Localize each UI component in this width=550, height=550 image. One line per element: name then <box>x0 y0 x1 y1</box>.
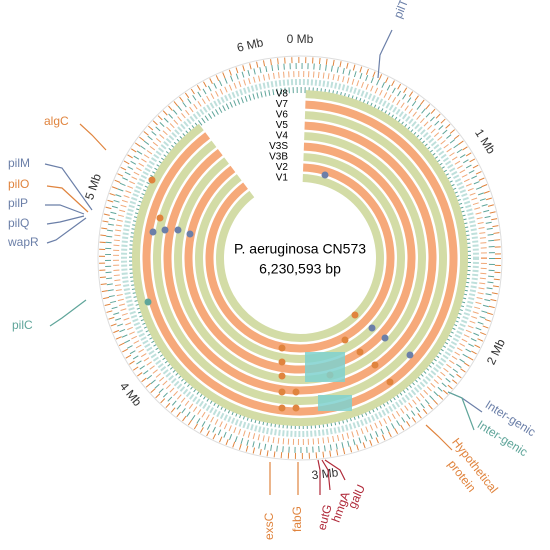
gene-label: pilO <box>8 177 29 191</box>
track <box>121 79 479 437</box>
gene-label: pilM <box>8 156 30 170</box>
gene-label: galU <box>345 482 368 510</box>
ring-label: V7 <box>276 99 289 110</box>
scale-label: 3 Mb <box>311 465 339 482</box>
track <box>99 57 501 459</box>
scale-label: 6 Mb <box>235 35 264 55</box>
ring <box>205 163 395 353</box>
scale-label: 0 Mb <box>287 32 314 46</box>
ring-label: V2 <box>276 162 289 173</box>
scale-label: 4 Mb <box>117 379 145 409</box>
scale-label: 2 Mb <box>484 336 508 366</box>
ring <box>142 100 458 416</box>
ring-label: V4 <box>276 131 289 142</box>
track <box>105 63 495 453</box>
genome-title: P. aeruginosa CN573 <box>234 241 366 257</box>
ring-label: V3B <box>269 152 288 163</box>
gene-label: exsC <box>262 512 276 540</box>
track <box>113 71 487 445</box>
ring <box>153 111 447 405</box>
ring <box>163 121 437 395</box>
gene-label: pilP <box>8 196 28 210</box>
variant-dots <box>144 171 414 412</box>
gene-label: eutG <box>314 503 334 532</box>
scale-label: 5 Mb <box>82 172 104 202</box>
ring <box>216 174 384 342</box>
ring-label: V3S <box>269 141 288 152</box>
ring <box>132 90 468 426</box>
gene-label: fabG <box>290 506 304 532</box>
gene-label: wapR <box>7 235 39 249</box>
ring <box>174 132 426 384</box>
gene-label: pilT <box>391 0 411 20</box>
track-outline <box>97 55 503 461</box>
gene-label: algC <box>44 114 69 128</box>
scale-label: 1 Mb <box>472 126 498 156</box>
callout-lines <box>44 29 483 495</box>
ring-label: V8 <box>276 89 289 100</box>
ring-label: V6 <box>276 110 289 121</box>
gene-label: pilQ <box>8 216 29 230</box>
ring-label: V5 <box>276 120 289 131</box>
ring-label: V1 <box>276 173 289 184</box>
genome-size: 6,230,593 bp <box>259 261 341 277</box>
gene-label: pilC <box>12 318 33 332</box>
